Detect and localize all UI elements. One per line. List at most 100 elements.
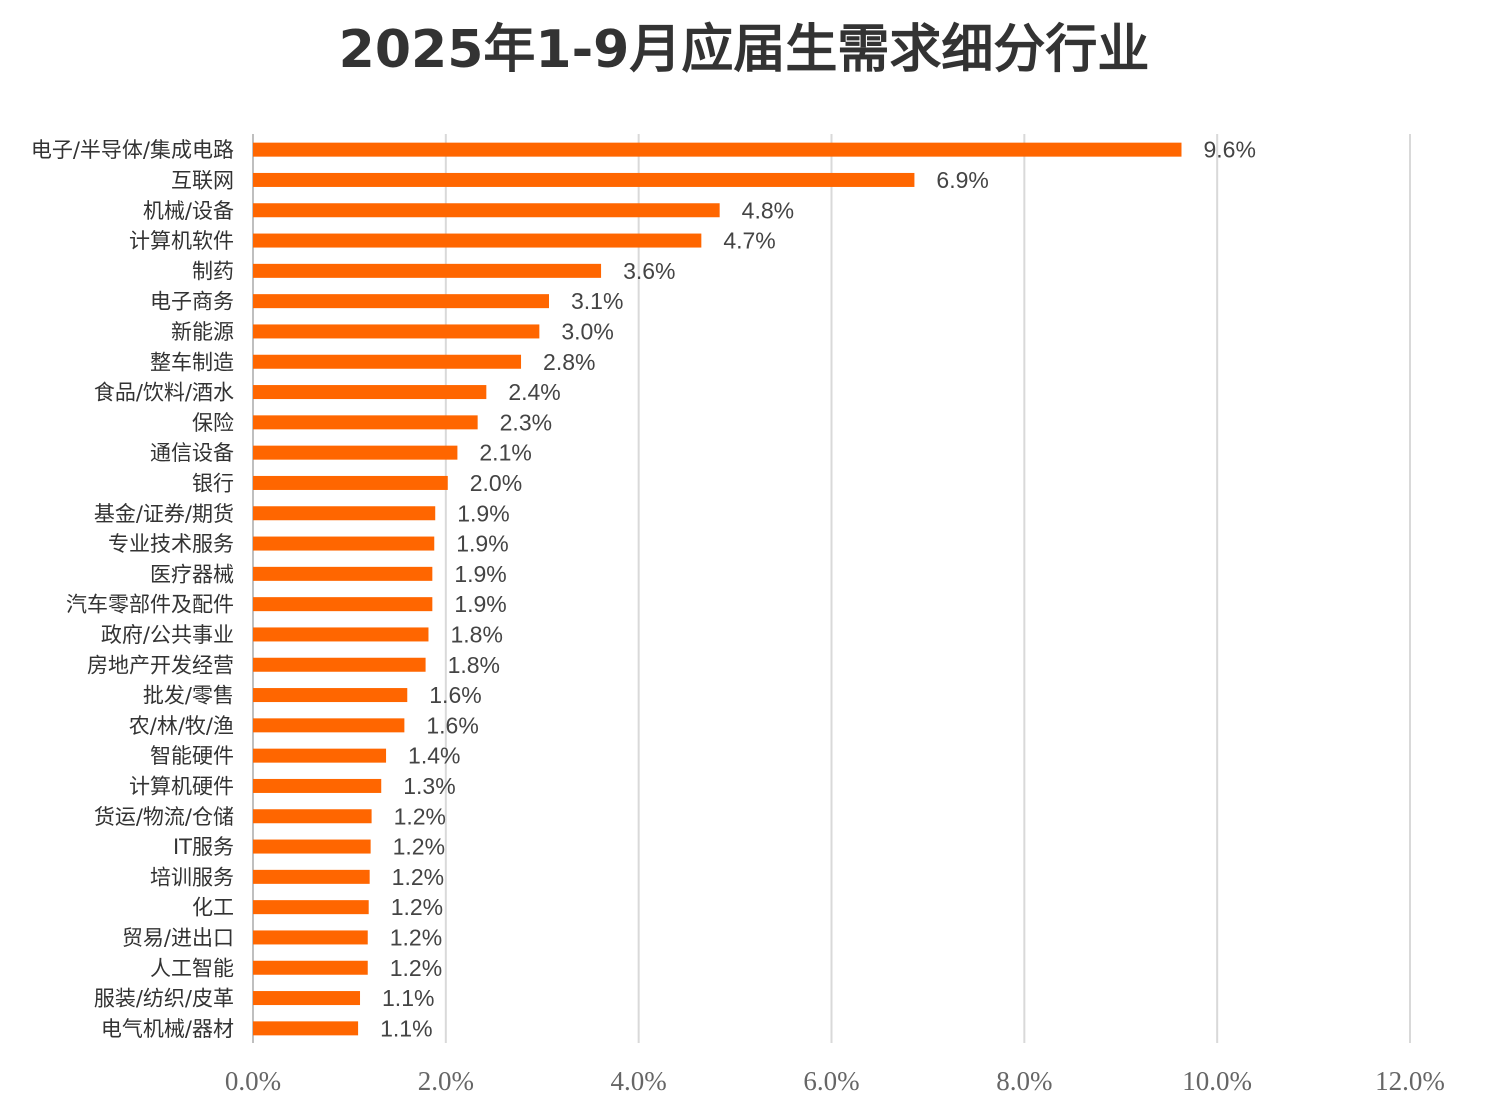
x-tick-label: 10.0% [1182, 1066, 1252, 1096]
data-label: 2.0% [470, 470, 522, 496]
category-label: 整车制造 [150, 350, 234, 374]
category-label: 电气机械/器材 [101, 1017, 234, 1041]
bar [253, 263, 602, 278]
data-label: 1.4% [408, 743, 460, 769]
category-label: 农/林/牧/渔 [129, 714, 234, 738]
data-label: 1.6% [429, 682, 481, 708]
bar [253, 688, 408, 703]
data-label: 2.3% [500, 409, 552, 435]
bar [253, 991, 361, 1006]
data-label: 1.9% [457, 500, 509, 526]
x-tick-label: 4.0% [611, 1066, 667, 1096]
data-label: 3.0% [561, 318, 613, 344]
bar [253, 597, 433, 612]
category-label: 基金/证券/期货 [94, 502, 234, 526]
bar [253, 930, 368, 945]
data-label: 1.2% [390, 955, 442, 981]
category-labels: 电子/半导体/集成电路互联网机械/设备计算机软件制药电子商务新能源整车制造食品/… [31, 138, 234, 1041]
category-label: 货运/物流/仓储 [94, 805, 234, 829]
bar [253, 172, 915, 187]
category-label: 医疗器械 [150, 562, 234, 586]
data-label: 1.1% [380, 1015, 432, 1041]
category-label: 贸易/进出口 [122, 926, 234, 950]
data-label: 2.4% [508, 379, 560, 405]
data-label: 1.9% [456, 531, 508, 557]
data-label: 4.8% [742, 197, 794, 223]
bar [253, 627, 429, 642]
bar [253, 506, 436, 521]
data-label: 1.2% [392, 864, 444, 890]
data-label: 2.8% [543, 349, 595, 375]
category-label: 电子商务 [150, 290, 234, 314]
data-label: 3.6% [623, 258, 675, 284]
bar [253, 324, 540, 339]
category-label: 房地产开发经营 [87, 653, 234, 677]
x-tick-label: 2.0% [418, 1066, 474, 1096]
data-label: 1.2% [391, 894, 443, 920]
category-label: 食品/饮料/酒水 [94, 381, 234, 405]
bar [253, 839, 371, 854]
bar [253, 445, 458, 460]
data-label: 1.2% [393, 834, 445, 860]
data-label: 1.6% [426, 712, 478, 738]
bar [253, 809, 372, 824]
category-label: 保险 [192, 411, 234, 435]
bar [253, 748, 387, 763]
category-label: 政府/公共事业 [101, 623, 234, 647]
category-label: 通信设备 [150, 441, 234, 465]
category-label: 计算机软件 [129, 229, 234, 253]
category-label: 机械/设备 [143, 199, 234, 223]
bar [253, 536, 435, 551]
bar [253, 233, 702, 248]
data-label: 1.8% [448, 652, 500, 678]
data-label: 3.1% [571, 288, 623, 314]
bar [253, 294, 549, 309]
value-labels: 9.6% 6.9% 4.8% 4.7% 3.6%3.1% 3.0% 2.8% 2.4% 2.3%… [380, 137, 1256, 1042]
bar [253, 203, 720, 218]
bar [253, 142, 1182, 157]
category-label: 制药 [192, 259, 234, 283]
chart-title: 2025年1-9月应届生需求细分行业 [339, 20, 1150, 80]
category-label: 互联网 [171, 168, 234, 192]
category-label: 人工智能 [150, 956, 234, 980]
bar [253, 415, 478, 430]
category-label: 新能源 [171, 320, 234, 344]
data-label: 4.7% [723, 228, 775, 254]
data-label: 1.2% [394, 803, 446, 829]
category-label: IT服务 [173, 835, 234, 859]
bar [253, 354, 522, 369]
data-label: 1.3% [403, 773, 455, 799]
data-label: 1.1% [382, 985, 434, 1011]
data-label: 6.9% [936, 167, 988, 193]
x-tick-label: 12.0% [1375, 1066, 1445, 1096]
gridlines [252, 134, 1411, 1043]
category-label: 智能硬件 [150, 744, 234, 768]
bars [253, 142, 1182, 1036]
category-label: 化工 [192, 896, 234, 920]
data-label: 1.2% [390, 924, 442, 950]
data-label: 9.6% [1203, 137, 1255, 163]
data-label: 1.9% [454, 561, 506, 587]
bar [253, 778, 382, 793]
data-label: 2.1% [479, 440, 531, 466]
x-axis-ticks: 0.0% 2.0% 4.0% 6.0% 8.0% 10.0% 12.0% [225, 1066, 1445, 1096]
bar [253, 960, 368, 975]
bar [253, 718, 405, 733]
bar [253, 900, 369, 915]
x-tick-label: 0.0% [225, 1066, 281, 1096]
x-tick-label: 6.0% [803, 1066, 859, 1096]
bar [253, 475, 448, 490]
x-tick-label: 8.0% [996, 1066, 1052, 1096]
category-label: 电子/半导体/集成电路 [31, 138, 234, 162]
category-label: 专业技术服务 [108, 532, 234, 556]
bar [253, 1021, 359, 1036]
data-label: 1.9% [454, 591, 506, 617]
category-label: 培训服务 [150, 865, 234, 889]
bar [253, 385, 487, 400]
bar [253, 566, 433, 581]
category-label: 汽车零部件及配件 [66, 593, 234, 617]
category-label: 服装/纺织/皮革 [94, 987, 234, 1011]
bar [253, 657, 426, 672]
category-label: 批发/零售 [143, 684, 234, 708]
